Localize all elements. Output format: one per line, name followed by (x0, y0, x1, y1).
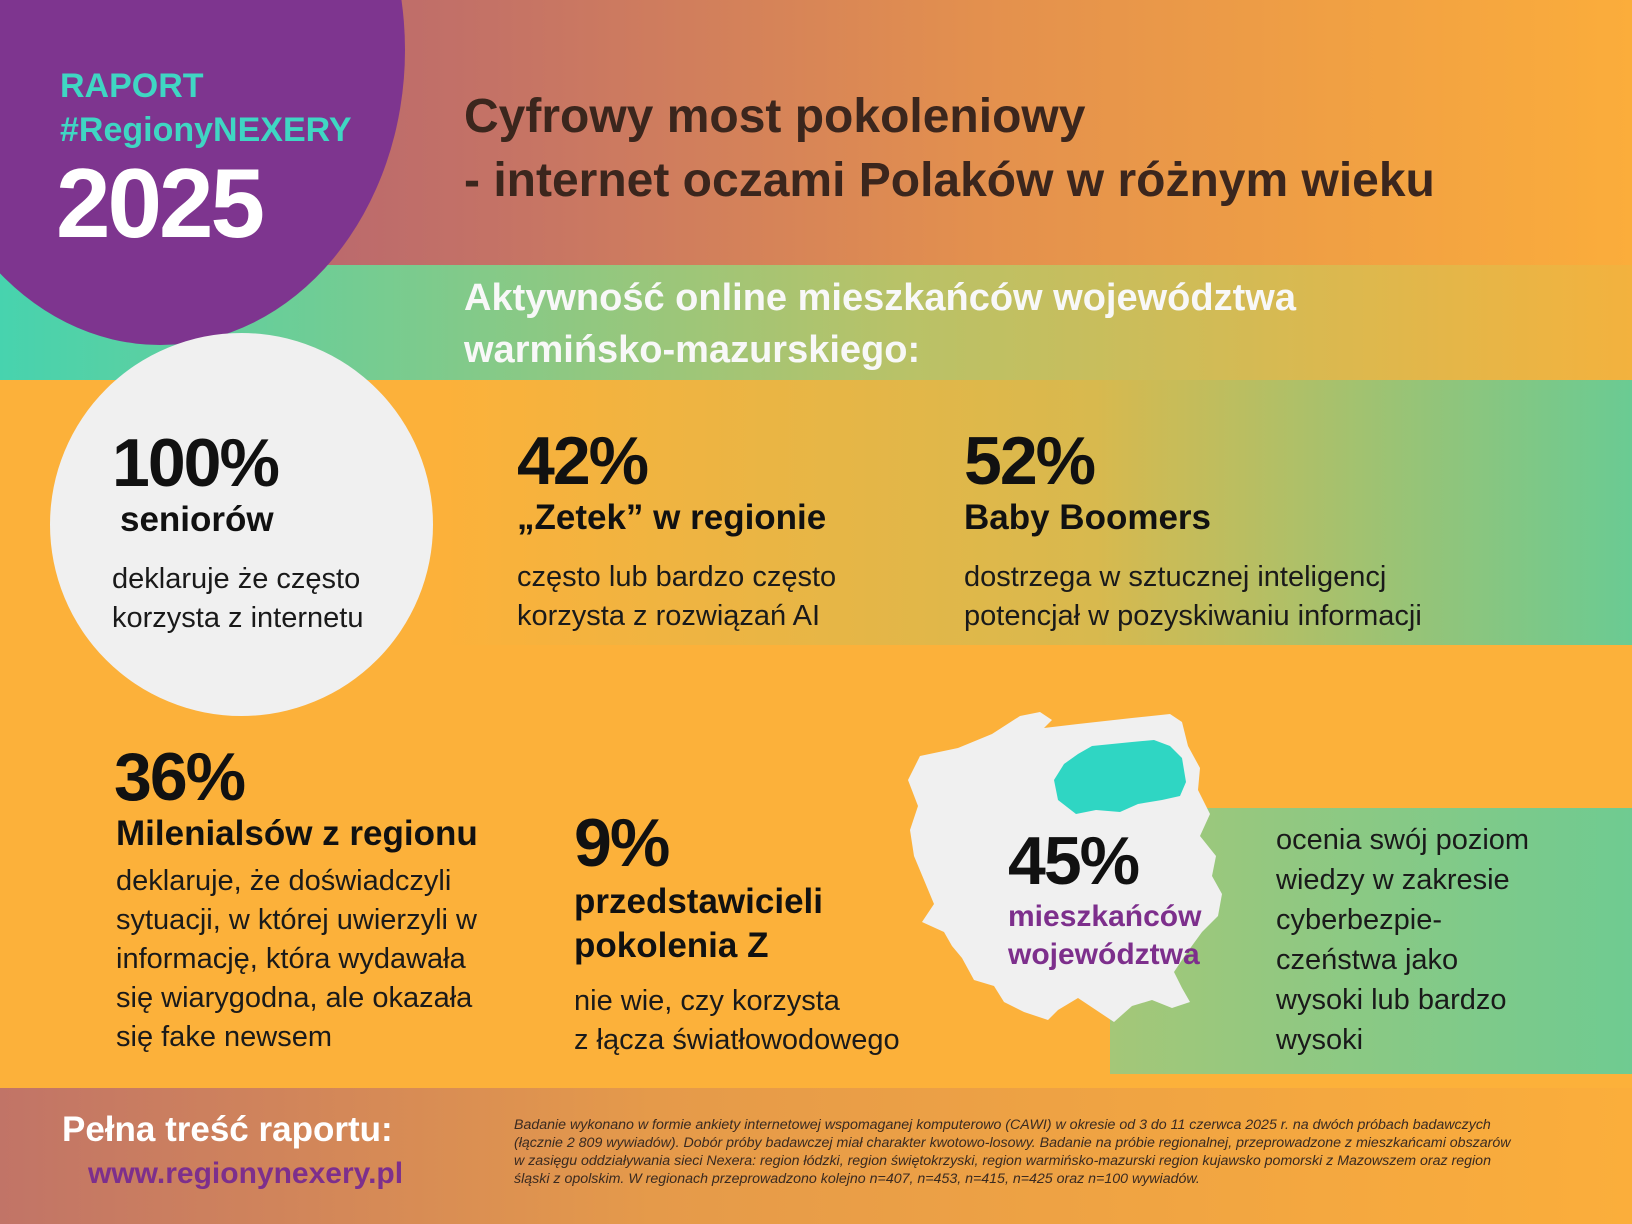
stat-description: często lub bardzo często korzysta z rozw… (517, 558, 836, 636)
stat-description-line: wiedzy w zakresie (1276, 864, 1510, 896)
stat-millennials: 36% Milenialsów z regionu deklaruje, że … (114, 742, 478, 1057)
methodology-note: Badanie wykonano w formie ankiety intern… (514, 1116, 1614, 1188)
stat-value: 45% (1008, 823, 1140, 899)
stat-label-line: mieszkańców (1008, 900, 1202, 933)
stat-value: 36% (114, 739, 246, 815)
page-title-line-1: Cyfrowy most pokoleniowy (464, 90, 1086, 143)
stat-label-line: pokolenia Z (574, 926, 769, 965)
warminsko-mazurskie-region (1054, 740, 1186, 814)
stat-description: nie wie, czy korzysta z łącza światłowod… (574, 982, 900, 1060)
stat-description-line: wysoki (1276, 1024, 1364, 1056)
stats-band (440, 380, 1632, 645)
stat-description-line: deklaruje że często (112, 563, 361, 595)
stat-description-line: potencjał w pozyskiwaniu informacji (964, 600, 1422, 632)
methodology-line: Badanie wykonano w formie ankiety intern… (514, 1117, 1491, 1133)
stat-genz-ai: 42% „Zetek” w regionie często lub bardzo… (517, 426, 836, 636)
page-title: Cyfrowy most pokoleniowy - internet ocza… (464, 85, 1435, 213)
stat-description-line: się fake newsem (116, 1021, 332, 1053)
stat-cybersecurity-value: 45% mieszkańców województwa (1008, 826, 1201, 974)
stat-description: deklaruje, że doświadczyli sytuacji, w k… (116, 862, 478, 1057)
report-hashtag: #RegionyNEXERY (60, 111, 352, 149)
methodology-line: w zasięgu oddziaływania sieci Nexera: re… (514, 1153, 1491, 1169)
full-report-label: Pełna treść raportu: (62, 1110, 393, 1149)
stat-value: 42% (517, 423, 649, 499)
stat-description-line: sytuacji, w której uwierzyli w (116, 904, 477, 936)
poland-map-icon (908, 712, 1222, 1022)
stat-label: Milenialsów z regionu (116, 814, 478, 853)
stat-description-line: korzysta z internetu (112, 602, 364, 634)
stat-description-line: dostrzega w sztucznej inteligencj (964, 561, 1387, 593)
stat-description: deklaruje że często korzysta z internetu (112, 560, 363, 638)
stat-label-line: przedstawicieli (574, 882, 823, 921)
stat-description-line: z łącza światłowodowego (574, 1024, 900, 1056)
page-title-line-2: - internet oczami Polaków w różnym wieku (464, 154, 1435, 207)
stat-label: Baby Boomers (964, 498, 1212, 537)
stat-description-line: cyberbezpie- (1276, 904, 1443, 936)
stat-description-line: korzysta z rozwiązań AI (517, 600, 820, 632)
stat-cybersecurity-description: ocenia swój poziom wiedzy w zakresie cyb… (1276, 820, 1529, 1060)
stat-description-line: się wiarygodna, ale okazała (116, 982, 473, 1014)
subtitle-line-1: Aktywność online mieszkańców województwa (464, 277, 1296, 319)
report-label: RAPORT (60, 67, 204, 105)
section-subtitle: Aktywność online mieszkańców województwa… (464, 272, 1296, 376)
seniors-stat-circle (50, 333, 433, 716)
subtitle-line-2: warmińsko-mazurskiego: (464, 329, 921, 371)
stat-label: przedstawicieli pokolenia Z (574, 880, 900, 968)
stat-description-line: często lub bardzo często (517, 561, 837, 593)
stat-description: dostrzega w sztucznej inteligencj potenc… (964, 558, 1422, 636)
stat-label-line: województwa (1008, 938, 1200, 971)
methodology-line: śląski z opolskim. W regionach przeprowa… (514, 1171, 1200, 1187)
stat-value: 9% (574, 805, 670, 881)
methodology-line: (łącznie 2 809 wywiadów). Dobór próby ba… (514, 1135, 1511, 1151)
stat-description-line: ocenia swój poziom (1276, 824, 1530, 856)
stat-description-line: czeństwa jako (1276, 944, 1459, 976)
stat-description-line: deklaruje, że doświadczyli (116, 865, 452, 897)
stat-label: „Zetek” w regionie (517, 498, 827, 537)
stat-description-line: nie wie, czy korzysta (574, 985, 840, 1017)
stat-description-line: wysoki lub bardzo (1276, 984, 1507, 1016)
stat-description-line: informację, która wydawała (116, 943, 466, 975)
stat-label: seniorów (120, 500, 274, 539)
report-url-link[interactable]: www.regionynexery.pl (88, 1157, 404, 1190)
stat-genz-fiber: 9% przedstawicieli pokolenia Z nie wie, … (574, 808, 900, 1060)
stat-value: 52% (964, 423, 1096, 499)
report-year: 2025 (56, 148, 265, 258)
stat-label: mieszkańców województwa (1008, 898, 1201, 974)
stat-baby-boomers: 52% Baby Boomers dostrzega w sztucznej i… (964, 426, 1422, 636)
stat-value: 100% (112, 425, 280, 501)
footer-background (0, 1088, 1632, 1224)
stat-seniors: 100% seniorów deklaruje że często korzys… (112, 428, 363, 638)
